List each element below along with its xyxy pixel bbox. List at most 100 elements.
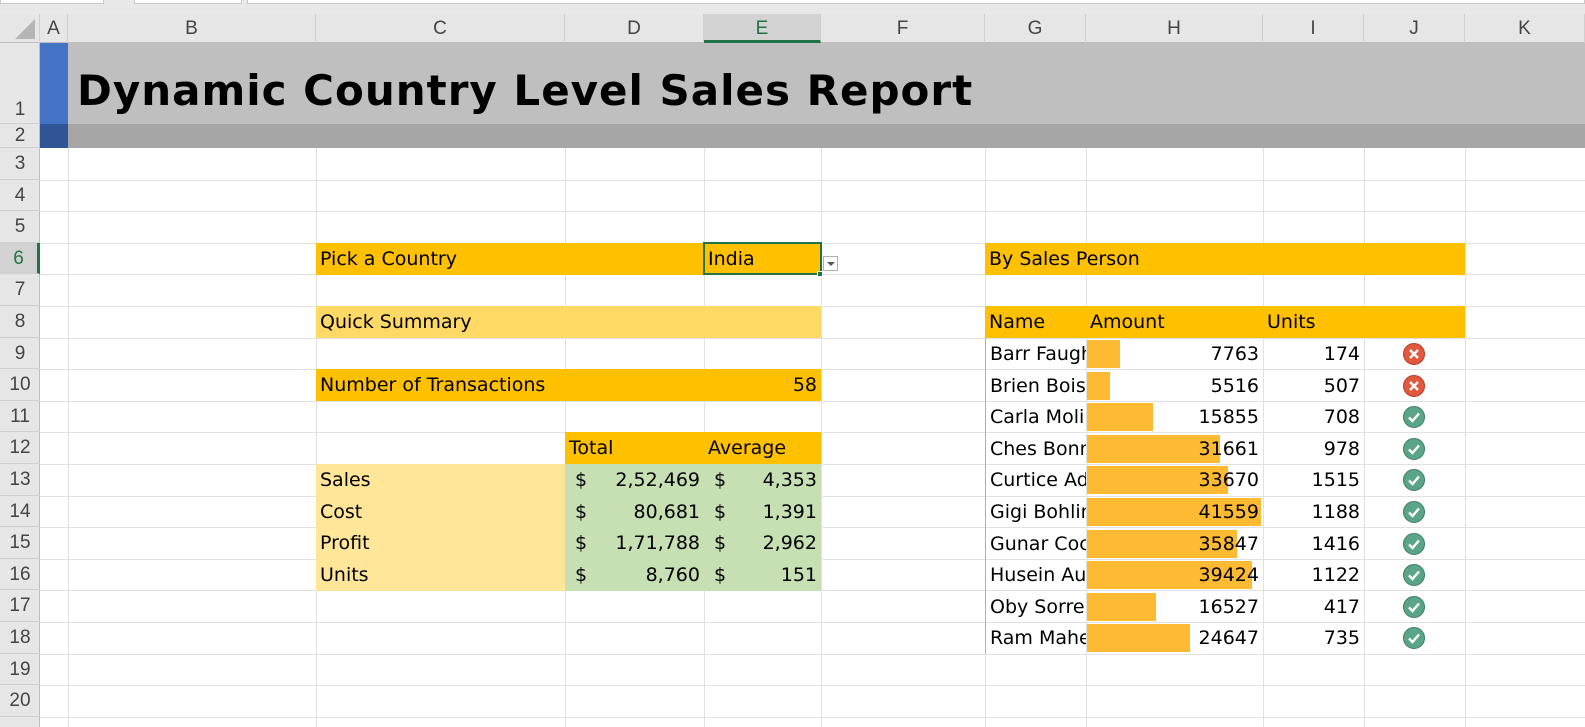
sales-person-units: 735 — [1323, 627, 1360, 650]
row-header-18[interactable]: 18 — [0, 622, 40, 654]
check-icon — [1403, 437, 1425, 460]
currency-symbol: $ — [714, 563, 727, 586]
column-header-k[interactable]: K — [1465, 14, 1585, 43]
formula-area-stub — [134, 0, 242, 4]
row-header-5[interactable]: 5 — [0, 211, 40, 243]
title-band — [40, 43, 1585, 124]
currency-symbol: $ — [575, 500, 588, 523]
sales-person-name: Brien Boise — [985, 369, 1086, 402]
check-icon — [1403, 627, 1425, 650]
currency-symbol: $ — [575, 532, 588, 555]
row-header-9[interactable]: 9 — [0, 338, 40, 370]
grid-hline — [40, 211, 1585, 213]
sales-person-name: Gunar Coc — [985, 527, 1086, 560]
sales-person-units: 1416 — [1311, 532, 1360, 555]
row-header-3[interactable]: 3 — [0, 148, 40, 180]
row-headers: 1 2 3 4 5 6 7 8 9 10 11 12 13 14 15 16 17 18 19 20 — [0, 43, 40, 727]
grid-hline — [40, 685, 1585, 687]
column-header-g[interactable]: G — [985, 14, 1086, 43]
column-header-a[interactable]: A — [40, 14, 68, 43]
row-header-13[interactable]: 13 — [0, 464, 40, 496]
row-header-7[interactable]: 7 — [0, 274, 40, 306]
chevron-down-icon[interactable] — [823, 256, 838, 271]
sales-person-name: Carla Molin — [985, 401, 1086, 434]
select-all-corner[interactable] — [0, 14, 40, 43]
row-header-14[interactable]: 14 — [0, 496, 40, 528]
row-header-11[interactable]: 11 — [0, 401, 40, 433]
row-header-19[interactable]: 19 — [0, 654, 40, 686]
sales-person-units: 174 — [1323, 343, 1360, 365]
row-header-1[interactable]: 1 — [0, 43, 40, 124]
sales-person-name: Oby Sorrel — [985, 590, 1086, 623]
amount-data-bar — [1087, 403, 1153, 432]
summary-row-total: 8,760 — [565, 558, 704, 591]
sales-person-amount: 33670 — [1198, 469, 1259, 492]
sales-person-amount: 35847 — [1198, 532, 1259, 555]
currency-symbol: $ — [714, 532, 727, 555]
row-header-6[interactable]: 6 — [0, 242, 40, 275]
currency-symbol: $ — [575, 469, 588, 491]
sales-person-units: 507 — [1323, 374, 1360, 397]
name-header: Name — [985, 306, 1086, 338]
quick-summary-header: Quick Summary — [316, 306, 821, 338]
column-header-d[interactable]: D — [565, 14, 704, 43]
check-icon — [1403, 595, 1425, 618]
amount-data-bar — [1087, 371, 1110, 400]
summary-row-label: Sales — [316, 464, 565, 496]
row-header-17[interactable]: 17 — [0, 590, 40, 622]
sales-person-units: 1515 — [1311, 469, 1360, 492]
column-header-i[interactable]: I — [1263, 14, 1364, 43]
row-header-10[interactable]: 10 — [0, 369, 40, 401]
row-header-2[interactable]: 2 — [0, 124, 40, 148]
accent-bar — [40, 43, 68, 124]
transactions-value: 58 — [704, 369, 821, 401]
amount-data-bar — [1087, 592, 1156, 621]
average-header: Average — [704, 432, 821, 464]
sales-person-name: Curtice Adv — [985, 464, 1086, 497]
row-header-4[interactable]: 4 — [0, 180, 40, 212]
sales-person-name: Gigi Bohlin — [985, 496, 1086, 528]
column-header-b[interactable]: B — [68, 14, 316, 43]
units-header: Units — [1263, 306, 1465, 338]
active-cell-border — [703, 242, 822, 275]
row-header-15[interactable]: 15 — [0, 527, 40, 559]
formula-bar-stub — [247, 0, 1585, 4]
summary-row-total: 1,71,788 — [565, 527, 704, 560]
sales-person-units: 978 — [1323, 437, 1360, 460]
summary-row-label: Units — [316, 558, 565, 591]
grid-hline — [40, 716, 1585, 718]
currency-symbol: $ — [714, 500, 727, 523]
transactions-label: Number of Transactions — [316, 369, 704, 401]
amount-data-bar — [1087, 498, 1261, 526]
row-header-16[interactable]: 16 — [0, 559, 40, 591]
row-header-8[interactable]: 8 — [0, 306, 40, 338]
pick-country-label: Pick a Country — [316, 243, 704, 275]
column-header-c[interactable]: C — [316, 14, 565, 43]
column-header-e[interactable]: E — [704, 14, 821, 43]
summary-row-average: 2,962 — [704, 527, 821, 560]
sales-person-units: 1122 — [1311, 564, 1360, 587]
column-header-h[interactable]: H — [1086, 14, 1263, 43]
row-header-12[interactable]: 12 — [0, 432, 40, 464]
amount-data-bar — [1087, 561, 1252, 590]
title-underline-band — [40, 124, 1585, 148]
sales-person-amount: 16527 — [1198, 595, 1259, 618]
row-header-20[interactable]: 20 — [0, 685, 40, 717]
sales-person-amount: 24647 — [1198, 627, 1259, 650]
summary-row-average: 4,353 — [704, 464, 821, 496]
sales-person-amount: 41559 — [1198, 501, 1259, 523]
check-icon — [1403, 501, 1425, 523]
country-dropdown-cell[interactable]: India — [704, 243, 821, 275]
fill-handle[interactable] — [817, 271, 823, 277]
amount-data-bar — [1087, 340, 1120, 368]
column-header-f[interactable]: F — [821, 14, 985, 43]
currency-symbol: $ — [714, 469, 727, 491]
grid-vline — [1465, 148, 1466, 727]
summary-row-average: 151 — [704, 558, 821, 591]
column-header-j[interactable]: J — [1364, 14, 1465, 43]
sales-person-units: 417 — [1323, 595, 1360, 618]
summary-row-label: Profit — [316, 527, 565, 560]
check-icon — [1403, 406, 1425, 429]
summary-row-total: 2,52,469 — [565, 464, 704, 496]
amount-header: Amount — [1086, 306, 1263, 338]
